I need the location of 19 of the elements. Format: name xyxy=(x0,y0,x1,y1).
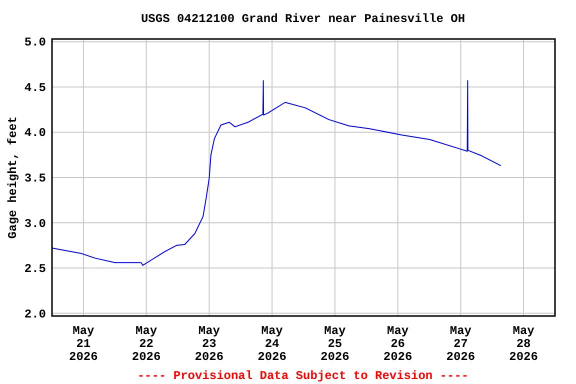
x-tick-label: May 21 2026 xyxy=(69,324,98,364)
y-tick-label: 4.0 xyxy=(24,126,46,140)
x-tick-label: May 27 2026 xyxy=(446,324,476,364)
x-tick-label: May 26 2026 xyxy=(383,324,412,364)
y-tick-label: 3.5 xyxy=(24,172,46,186)
y-tick-label: 2.0 xyxy=(24,307,46,322)
chart-title: USGS 04212100 Grand River near Painesville OH xyxy=(140,12,466,26)
line-series xyxy=(52,80,502,266)
x-tick-label: May 22 2026 xyxy=(132,324,161,364)
x-tick-label: May 23 2026 xyxy=(194,324,224,364)
x-tick-label: May 25 2026 xyxy=(320,324,350,364)
text: ---- Provisional Data Subject to Revision ---- xyxy=(137,369,469,383)
y-tick-label: 3.0 xyxy=(24,216,46,231)
y-tick-label: 4.5 xyxy=(24,80,46,95)
y-axis-title: Gage height, feet xyxy=(6,116,20,239)
y-tick-label: 2.5 xyxy=(24,262,46,276)
x-tick-label: May 28 2026 xyxy=(509,324,538,364)
y-tick-label: 5.0 xyxy=(24,36,46,50)
x-tick-label: May 24 2026 xyxy=(258,324,286,364)
